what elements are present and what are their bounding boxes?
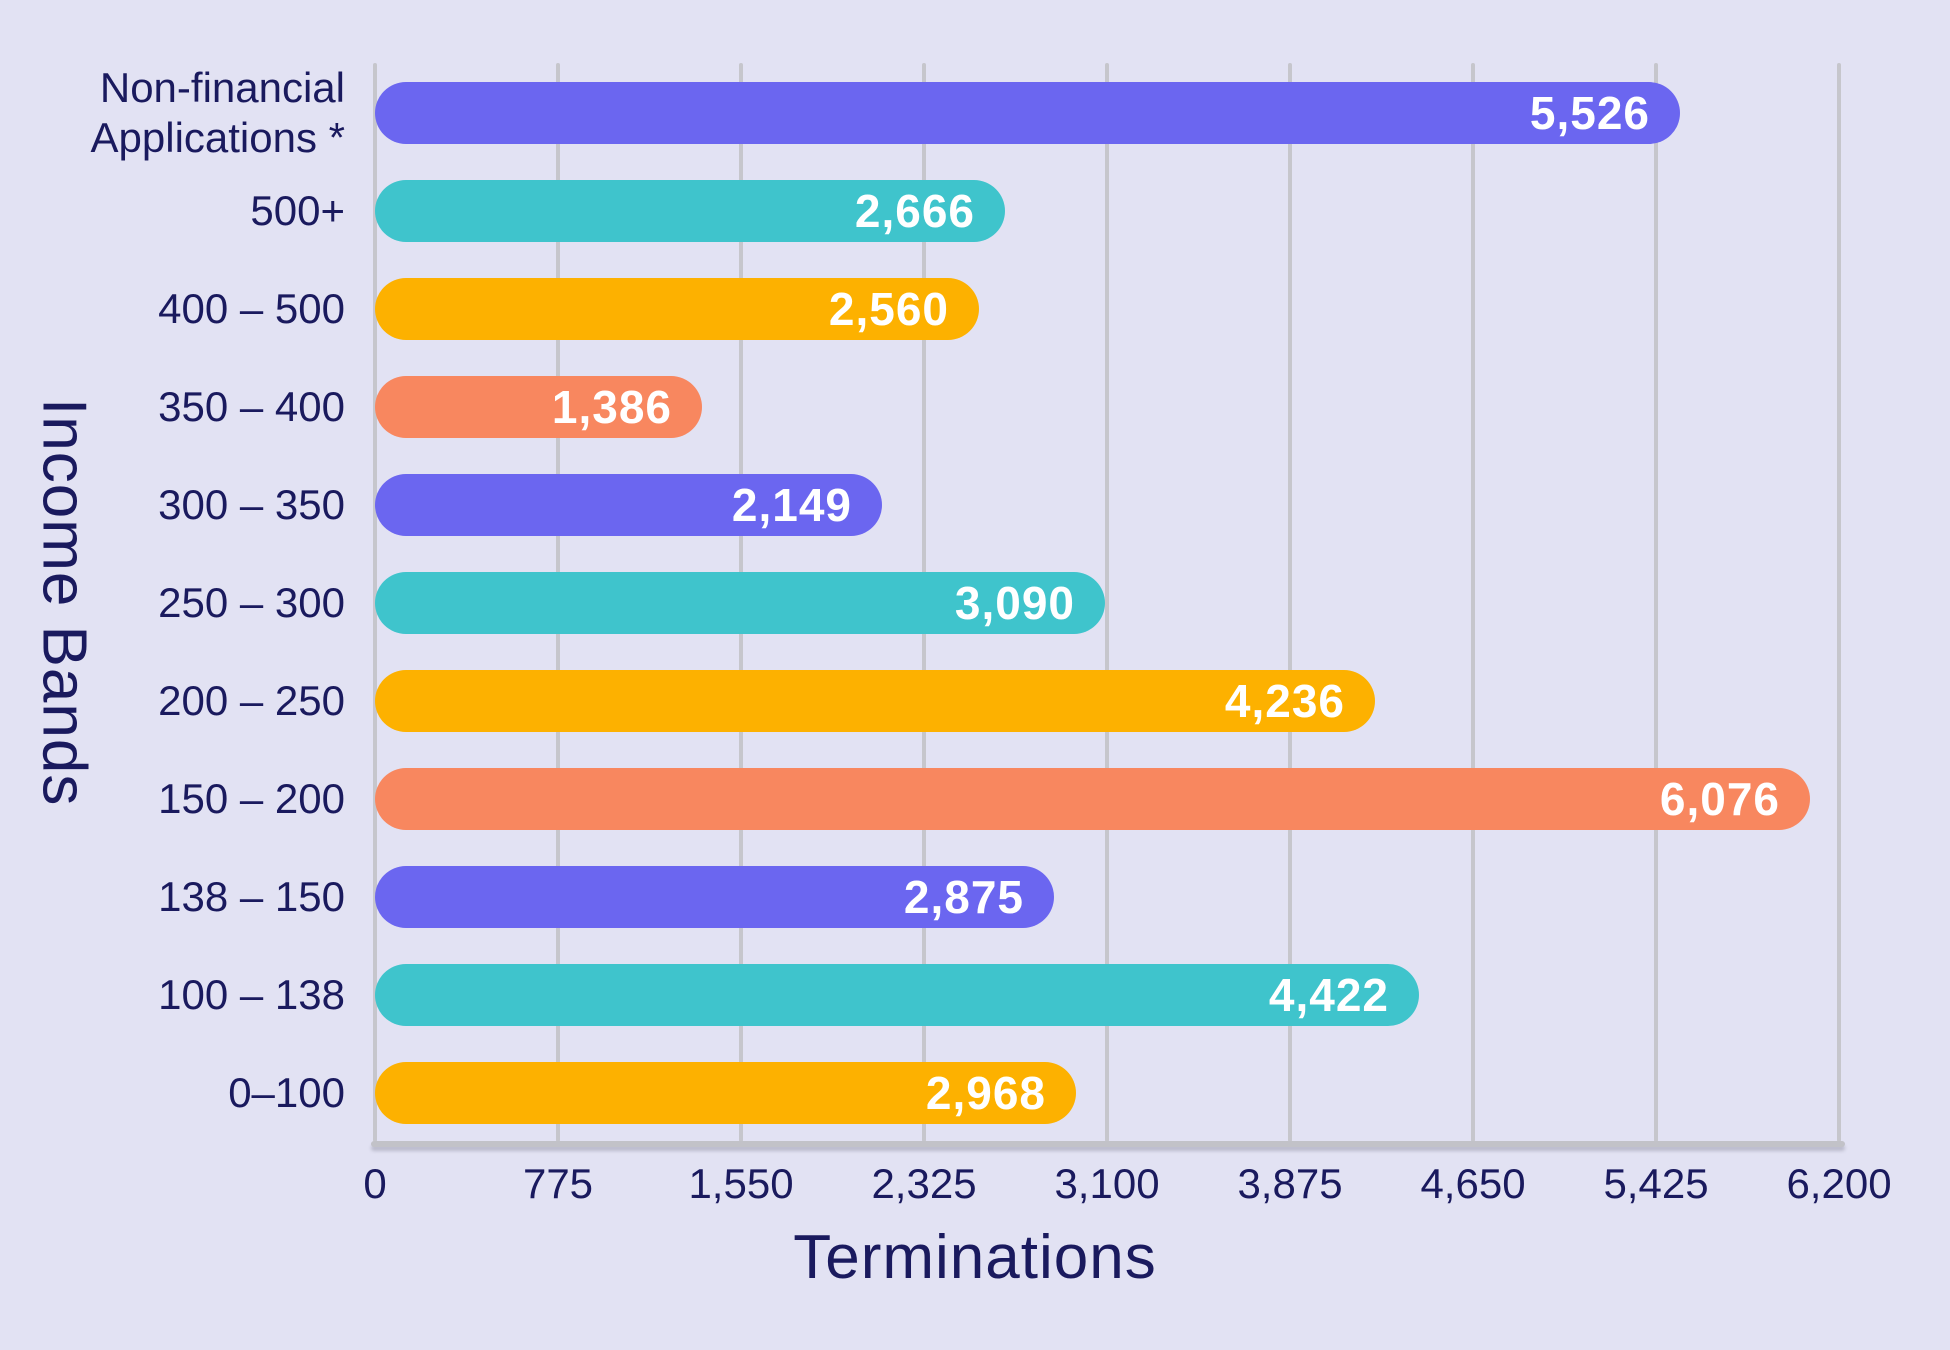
bar-zone: 2,149	[375, 474, 1950, 537]
bar-value-label: 1,386	[551, 381, 672, 434]
bar-zone: 4,422	[375, 963, 1950, 1026]
bar-row: 0–100 2,968	[0, 1044, 1950, 1142]
bar-8: 2,875	[375, 865, 1054, 928]
bar-row: 300 – 350 2,149	[0, 456, 1950, 554]
bar-row: 500+ 2,666	[0, 162, 1950, 260]
y-axis-title-wrap: Income Bands	[18, 63, 110, 1142]
bar-value-label: 2,149	[731, 479, 852, 532]
bar-zone: 2,968	[375, 1061, 1950, 1124]
x-tick-label: 1,550	[688, 1160, 794, 1207]
x-axis-title: Terminations	[793, 1223, 1157, 1292]
y-tick-label: 100 – 138	[158, 971, 345, 1019]
bar-5: 3,090	[375, 572, 1105, 635]
bar-4: 2,149	[375, 474, 882, 537]
x-tick-label: 3,875	[1237, 1160, 1343, 1207]
bar-zone: 4,236	[375, 670, 1950, 732]
bar-row: 250 – 300 3,090	[0, 554, 1950, 652]
bar-rows: Non-financial Applications * 5,526 500+ 2,6…	[0, 63, 1950, 1142]
bar-value-label: 4,422	[1268, 968, 1389, 1021]
y-tick-label: 0–100	[228, 1069, 345, 1117]
bar-2: 2,560	[375, 278, 979, 341]
x-tick-label: 6,200	[1786, 1160, 1892, 1207]
bar-row: 138 – 150 2,875	[0, 848, 1950, 946]
y-tick-label: 200 – 250	[158, 677, 345, 725]
bar-row: 200 – 250 4,236	[0, 652, 1950, 750]
y-tick-label: 350 – 400	[158, 383, 345, 431]
y-tick-label: 138 – 150	[158, 873, 345, 921]
x-tick-label: 2,325	[871, 1160, 977, 1207]
bar-7: 6,076	[375, 767, 1810, 830]
bar-value-label: 2,560	[828, 283, 949, 336]
bar-zone: 6,076	[375, 767, 1950, 830]
bar-row: 150 – 200 6,076	[0, 750, 1950, 848]
bar-zone: 2,560	[375, 278, 1950, 341]
x-tick-label: 4,650	[1420, 1160, 1526, 1207]
bar-1: 2,666	[375, 180, 1005, 243]
bar-row: Non-financial Applications * 5,526	[0, 63, 1950, 162]
bar-value-label: 4,236	[1224, 675, 1345, 727]
gridline-6200	[1837, 63, 1841, 1142]
y-tick-label: Non-financial Applications *	[90, 64, 345, 161]
gridline-3875	[1288, 63, 1292, 1142]
bar-row: 350 – 400 1,386	[0, 358, 1950, 456]
bar-value-label: 6,076	[1659, 772, 1780, 825]
bar-10: 2,968	[375, 1061, 1076, 1124]
bar-zone: 2,666	[375, 180, 1950, 243]
y-tick-label: 500+	[250, 187, 345, 235]
x-tick-label: 3,100	[1054, 1160, 1160, 1207]
x-tick-label: 5,425	[1603, 1160, 1709, 1207]
bar-zone: 1,386	[375, 376, 1950, 439]
bar-value-label: 2,875	[903, 870, 1024, 923]
bar-value-label: 3,090	[954, 577, 1075, 630]
gridline-5425	[1654, 63, 1658, 1142]
bar-value-label: 2,968	[925, 1066, 1046, 1119]
y-tick-label: 150 – 200	[158, 775, 345, 823]
x-tick-labels: 0 775 1,550 2,325 3,100 3,875 4,650 5,425 6,200	[363, 1152, 1891, 1216]
bar-value-label: 5,526	[1529, 86, 1650, 139]
bar-row: 100 – 138 4,422	[0, 946, 1950, 1044]
x-axis-title-wrap: Terminations	[0, 1222, 1950, 1293]
y-tick-label: 300 – 350	[158, 481, 345, 529]
bar-row: 400 – 500 2,560	[0, 260, 1950, 358]
x-tick-label: 0	[363, 1160, 387, 1207]
y-tick-label: 250 – 300	[158, 579, 345, 627]
x-tick-label: 775	[522, 1160, 594, 1207]
bar-zone: 2,875	[375, 865, 1950, 928]
gridline-3100	[1105, 63, 1109, 1142]
y-axis-title: Income Bands	[29, 398, 99, 807]
y-tick-label: 400 – 500	[158, 285, 345, 333]
bar-3: 1,386	[375, 376, 702, 439]
bar-value-label: 2,666	[854, 185, 975, 238]
x-axis-line	[371, 1141, 1845, 1147]
bar-zone: 3,090	[375, 572, 1950, 635]
bar-zone: 5,526	[375, 81, 1950, 144]
bar-0: 5,526	[375, 81, 1680, 144]
bar-9: 4,422	[375, 963, 1419, 1026]
bar-6: 4,236	[375, 670, 1375, 732]
gridline-4650	[1471, 63, 1475, 1142]
